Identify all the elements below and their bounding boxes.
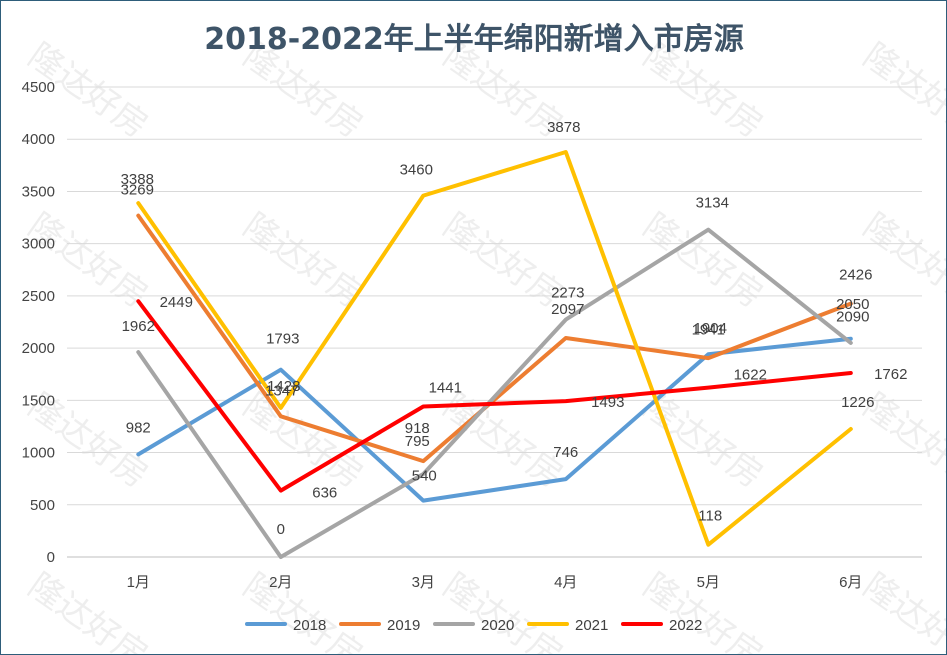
data-label: 3460 [400, 162, 433, 179]
y-tick-label: 3000 [22, 236, 55, 253]
data-label: 918 [405, 420, 430, 437]
data-label: 746 [553, 444, 578, 461]
legend-item-2021[interactable]: 2021 [527, 617, 608, 634]
legend-item-2018[interactable]: 2018 [245, 617, 326, 634]
data-label: 1793 [266, 331, 299, 348]
x-tick-label: 2月 [269, 574, 292, 591]
data-label: 2426 [839, 267, 872, 284]
data-label: 118 [698, 508, 722, 525]
legend-item-2019[interactable]: 2019 [339, 617, 420, 634]
legend-item-2020[interactable]: 2020 [433, 617, 514, 634]
series-line-2020 [136, 227, 853, 559]
x-tick-label: 6月 [839, 574, 862, 591]
y-tick-label: 2000 [22, 340, 55, 357]
data-label: 2273 [551, 285, 584, 302]
watermark-text: 隆达好房 [236, 566, 370, 654]
watermark-text: 隆达好房 [236, 206, 370, 317]
legend-label: 2022 [669, 617, 702, 634]
x-tick-label: 4月 [554, 574, 577, 591]
data-label: 1428 [267, 378, 300, 395]
data-label: 982 [126, 419, 151, 436]
legend-label: 2019 [387, 617, 420, 634]
series-line-2021 [136, 150, 853, 547]
data-label: 795 [405, 433, 430, 450]
y-tick-label: 4500 [22, 79, 55, 96]
series-lines [136, 150, 853, 559]
data-label: 2449 [160, 294, 193, 311]
data-label: 1941 [692, 321, 725, 338]
data-label: 636 [312, 485, 337, 502]
legend[interactable]: 2018 2019 2020 2021 2022 [245, 617, 702, 634]
y-tick-label: 2500 [22, 288, 55, 305]
data-label: 540 [412, 468, 437, 485]
series-line-2022 [136, 299, 853, 493]
x-axis: 1月 2月 3月 4月 5月 6月 [127, 574, 863, 591]
data-label: 3878 [547, 119, 580, 136]
data-labels: 982 1793 540 746 1941 2090 3269 1347 918 2097 1904… [121, 119, 908, 538]
gridlines [67, 86, 922, 558]
x-tick-label: 5月 [697, 574, 720, 591]
watermark-text: 隆达好房 [856, 566, 946, 654]
data-label: 2090 [836, 309, 869, 326]
data-label: 1762 [874, 366, 907, 383]
data-label: 1904 [694, 320, 727, 337]
legend-item-2022[interactable]: 2022 [621, 617, 702, 634]
data-label: 1622 [734, 367, 767, 384]
data-label: 0 [277, 521, 285, 538]
x-tick-label: 3月 [412, 574, 435, 591]
chart-title: 2018-2022年上半年绵阳新增入市房源 [204, 22, 743, 57]
legend-label: 2018 [293, 617, 326, 634]
data-label: 1441 [429, 379, 462, 396]
watermark-text: 隆达好房 [436, 566, 570, 654]
legend-label: 2021 [575, 617, 608, 634]
data-label: 3388 [121, 171, 154, 188]
y-tick-label: 1000 [22, 445, 55, 462]
y-tick-label: 500 [30, 497, 55, 514]
y-tick-label: 3500 [22, 183, 55, 200]
y-tick-label: 1500 [22, 392, 55, 409]
x-tick-label: 1月 [127, 574, 150, 591]
y-axis: 0 500 1000 1500 2000 2500 3000 3500 4000 4500 [22, 79, 55, 566]
data-label: 3269 [121, 182, 154, 199]
data-label: 3134 [696, 195, 729, 212]
legend-label: 2020 [481, 617, 514, 634]
y-tick-label: 0 [47, 549, 55, 566]
data-label: 1226 [841, 394, 874, 411]
watermark-text: 隆达好房 [856, 36, 946, 147]
data-label: 2050 [836, 296, 869, 313]
data-label: 1347 [265, 382, 298, 399]
data-label: 2097 [551, 301, 584, 318]
watermark-text: 隆达好房 [436, 206, 570, 317]
y-tick-label: 4000 [22, 131, 55, 148]
data-label: 1962 [122, 318, 155, 335]
data-label: 1493 [591, 394, 624, 411]
